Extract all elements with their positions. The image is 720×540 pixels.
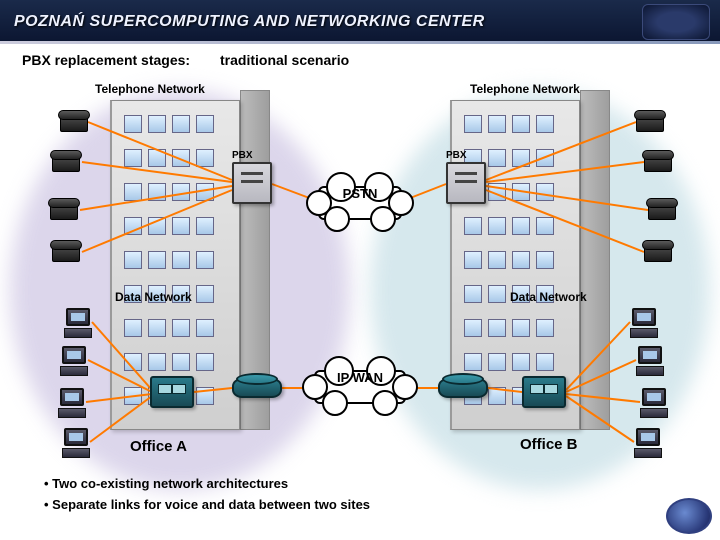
cloud-pstn: PSTN bbox=[318, 186, 402, 220]
label-office-a: Office A bbox=[130, 438, 187, 455]
link-lines bbox=[0, 0, 720, 540]
bullet-list: • Two co-existing network architectures •… bbox=[44, 476, 370, 512]
phone-icon bbox=[644, 240, 674, 262]
pbx-left-icon bbox=[232, 162, 272, 204]
pc-icon bbox=[58, 388, 86, 418]
cloud-ipwan: IP WAN bbox=[314, 370, 406, 404]
pc-icon bbox=[630, 308, 658, 338]
label-telephone-left: Telephone Network bbox=[95, 82, 205, 96]
pc-icon bbox=[636, 346, 664, 376]
pc-icon bbox=[64, 308, 92, 338]
switch-a-icon bbox=[150, 376, 194, 408]
router-a-icon bbox=[232, 378, 282, 398]
pc-icon bbox=[634, 428, 662, 458]
router-b-icon bbox=[438, 378, 488, 398]
phone-icon bbox=[52, 240, 82, 262]
pc-icon bbox=[62, 428, 90, 458]
phone-icon bbox=[644, 150, 674, 172]
pbx-right-icon bbox=[446, 162, 486, 204]
pc-icon bbox=[60, 346, 88, 376]
label-office-b: Office B bbox=[520, 436, 578, 453]
label-pbx-right: PBX bbox=[446, 150, 467, 161]
label-pbx-left: PBX bbox=[232, 150, 253, 161]
pc-icon bbox=[640, 388, 668, 418]
phone-icon bbox=[50, 198, 80, 220]
label-data-left: Data Network bbox=[115, 290, 192, 304]
bullet-item: • Separate links for voice and data betw… bbox=[44, 497, 370, 512]
cloud-ipwan-label: IP WAN bbox=[314, 370, 406, 385]
phone-icon bbox=[648, 198, 678, 220]
footer-logo-icon bbox=[666, 498, 712, 534]
label-data-right: Data Network bbox=[510, 290, 587, 304]
switch-b-icon bbox=[522, 376, 566, 408]
cloud-pstn-label: PSTN bbox=[318, 186, 402, 201]
phone-icon bbox=[52, 150, 82, 172]
bullet-item: • Two co-existing network architectures bbox=[44, 476, 370, 491]
phone-icon bbox=[636, 110, 666, 132]
phone-icon bbox=[60, 110, 90, 132]
label-telephone-right: Telephone Network bbox=[470, 82, 580, 96]
